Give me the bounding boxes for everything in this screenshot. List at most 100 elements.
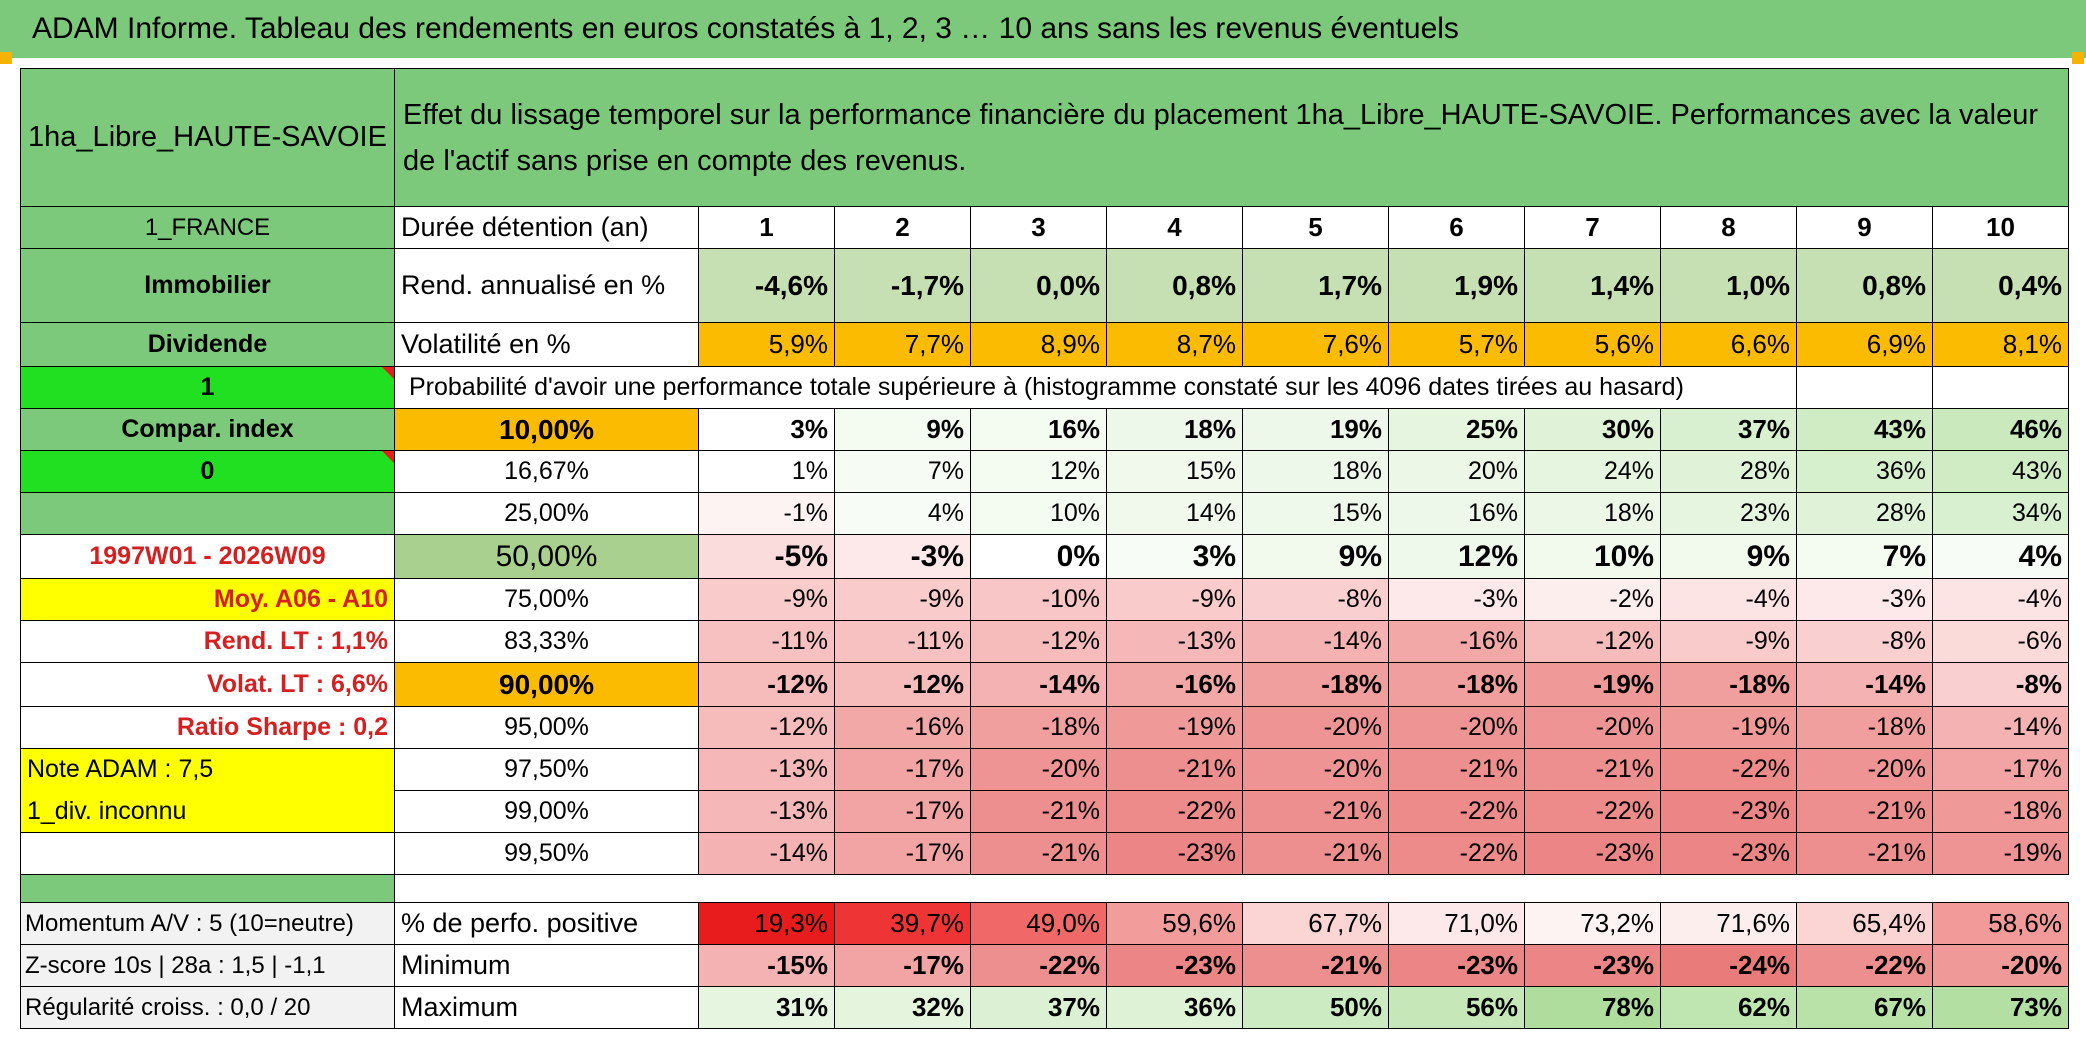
empty-cell xyxy=(1932,366,2069,409)
percentile-label: 99,50% xyxy=(394,832,699,875)
perf-pos-cell: 39,7% xyxy=(834,902,971,945)
percentile-cell: -22% xyxy=(1388,790,1525,833)
compar-index-label: Compar. index xyxy=(20,408,395,451)
percentile-cell: 15% xyxy=(1242,492,1389,535)
empty-cell xyxy=(1796,366,1933,409)
volat-cell: 5,6% xyxy=(1524,322,1661,367)
percentile-label: 95,00% xyxy=(394,706,699,749)
percentile-cell: -4% xyxy=(1660,578,1797,621)
volat-cell: 8,9% xyxy=(970,322,1107,367)
empty-cell xyxy=(20,492,395,535)
percentile-cell: -11% xyxy=(834,620,971,663)
percentile-cell: -13% xyxy=(698,748,835,791)
percentile-cell: -17% xyxy=(834,832,971,875)
percentile-label: 83,33% xyxy=(394,620,699,663)
percentile-cell: 4% xyxy=(834,492,971,535)
percentile-cell: -9% xyxy=(1660,620,1797,663)
minimum-cell: -22% xyxy=(1796,944,1933,987)
percentile-cell: 19% xyxy=(1242,408,1389,451)
percentile-cell: 16% xyxy=(1388,492,1525,535)
percentile-cell: -8% xyxy=(1796,620,1933,663)
percentile-cell: 12% xyxy=(1388,534,1525,579)
percentile-cell: 15% xyxy=(1106,450,1243,493)
percentile-cell: -14% xyxy=(970,662,1107,707)
percentile-cell: -16% xyxy=(834,706,971,749)
percentile-cell: -14% xyxy=(1796,662,1933,707)
perf-pos-cell: 71,0% xyxy=(1388,902,1525,945)
perf-pos-cell: 67,7% xyxy=(1242,902,1389,945)
percentile-cell: 16% xyxy=(970,408,1107,451)
country-label: 1_FRANCE xyxy=(20,206,395,249)
maximum-cell: 78% xyxy=(1524,986,1661,1029)
corner-marker xyxy=(2072,52,2084,64)
maximum-cell: 50% xyxy=(1242,986,1389,1029)
duree-label: Durée détention (an) xyxy=(394,206,699,249)
percentile-cell: -11% xyxy=(698,620,835,663)
perf-pos-cell: 49,0% xyxy=(970,902,1107,945)
percentile-cell: 34% xyxy=(1932,492,2069,535)
year-header: 3 xyxy=(970,206,1107,249)
percentile-cell: -22% xyxy=(1524,790,1661,833)
rend-cell: 0,8% xyxy=(1796,248,1933,323)
rend-cell: 0,8% xyxy=(1106,248,1243,323)
year-header: 4 xyxy=(1106,206,1243,249)
percentile-cell: -12% xyxy=(834,662,971,707)
percentile-cell: -9% xyxy=(1106,578,1243,621)
percentile-cell: 23% xyxy=(1660,492,1797,535)
percentile-cell: 7% xyxy=(1796,534,1933,579)
percentile-cell: 20% xyxy=(1388,450,1525,493)
momentum-label: Momentum A/V : 5 (10=neutre) xyxy=(20,902,395,945)
page-title: ADAM Informe. Tableau des rendements en … xyxy=(0,0,2086,58)
volat-lt-label: Volat. LT : 6,6% xyxy=(20,662,395,707)
category-label: Immobilier xyxy=(20,248,395,323)
percentile-cell: 10% xyxy=(1524,534,1661,579)
minimum-cell: -23% xyxy=(1106,944,1243,987)
minimum-cell: -21% xyxy=(1242,944,1389,987)
percentile-cell: -23% xyxy=(1106,832,1243,875)
percentile-cell: -3% xyxy=(1388,578,1525,621)
minimum-cell: -22% xyxy=(970,944,1107,987)
percentile-cell: -21% xyxy=(970,790,1107,833)
perf-pos-cell: 58,6% xyxy=(1932,902,2069,945)
param-cell-1[interactable]: 1 xyxy=(20,366,395,409)
percentile-label: 75,00% xyxy=(394,578,699,621)
percentile-cell: 3% xyxy=(698,408,835,451)
rend-cell: 1,7% xyxy=(1242,248,1389,323)
percentile-cell: -20% xyxy=(1242,748,1389,791)
percentile-cell: 9% xyxy=(1242,534,1389,579)
percentile-cell: -21% xyxy=(1796,832,1933,875)
percentile-label: 10,00% xyxy=(394,408,699,451)
volat-cell: 5,9% xyxy=(698,322,835,367)
percentile-cell: -17% xyxy=(834,790,971,833)
percentile-cell: 36% xyxy=(1796,450,1933,493)
param-cell-0[interactable]: 0 xyxy=(20,450,395,493)
percentile-cell: -19% xyxy=(1932,832,2069,875)
percentile-cell: -19% xyxy=(1524,662,1661,707)
percentile-cell: -21% xyxy=(1524,748,1661,791)
perf-pos-cell: 65,4% xyxy=(1796,902,1933,945)
percentile-cell: -22% xyxy=(1388,832,1525,875)
maximum-cell: 37% xyxy=(970,986,1107,1029)
volat-cell: 8,7% xyxy=(1106,322,1243,367)
percentile-cell: -12% xyxy=(698,706,835,749)
maximum-cell: 31% xyxy=(698,986,835,1029)
percentile-cell: -21% xyxy=(1106,748,1243,791)
volat-cell: 7,7% xyxy=(834,322,971,367)
percentile-cell: -23% xyxy=(1524,832,1661,875)
percentile-cell: 43% xyxy=(1932,450,2069,493)
percentile-cell: -21% xyxy=(1796,790,1933,833)
percentile-cell: -20% xyxy=(1796,748,1933,791)
percentile-cell: -23% xyxy=(1660,832,1797,875)
percentile-cell: -22% xyxy=(1106,790,1243,833)
percentile-cell: -2% xyxy=(1524,578,1661,621)
percentile-cell: 37% xyxy=(1660,408,1797,451)
percentile-cell: -9% xyxy=(834,578,971,621)
percentile-cell: 14% xyxy=(1106,492,1243,535)
percentile-cell: 24% xyxy=(1524,450,1661,493)
percentile-cell: -21% xyxy=(970,832,1107,875)
maximum-cell: 73% xyxy=(1932,986,2069,1029)
percentile-label: 25,00% xyxy=(394,492,699,535)
percentile-cell: -14% xyxy=(698,832,835,875)
year-header: 6 xyxy=(1388,206,1525,249)
percentile-cell: -21% xyxy=(1242,832,1389,875)
